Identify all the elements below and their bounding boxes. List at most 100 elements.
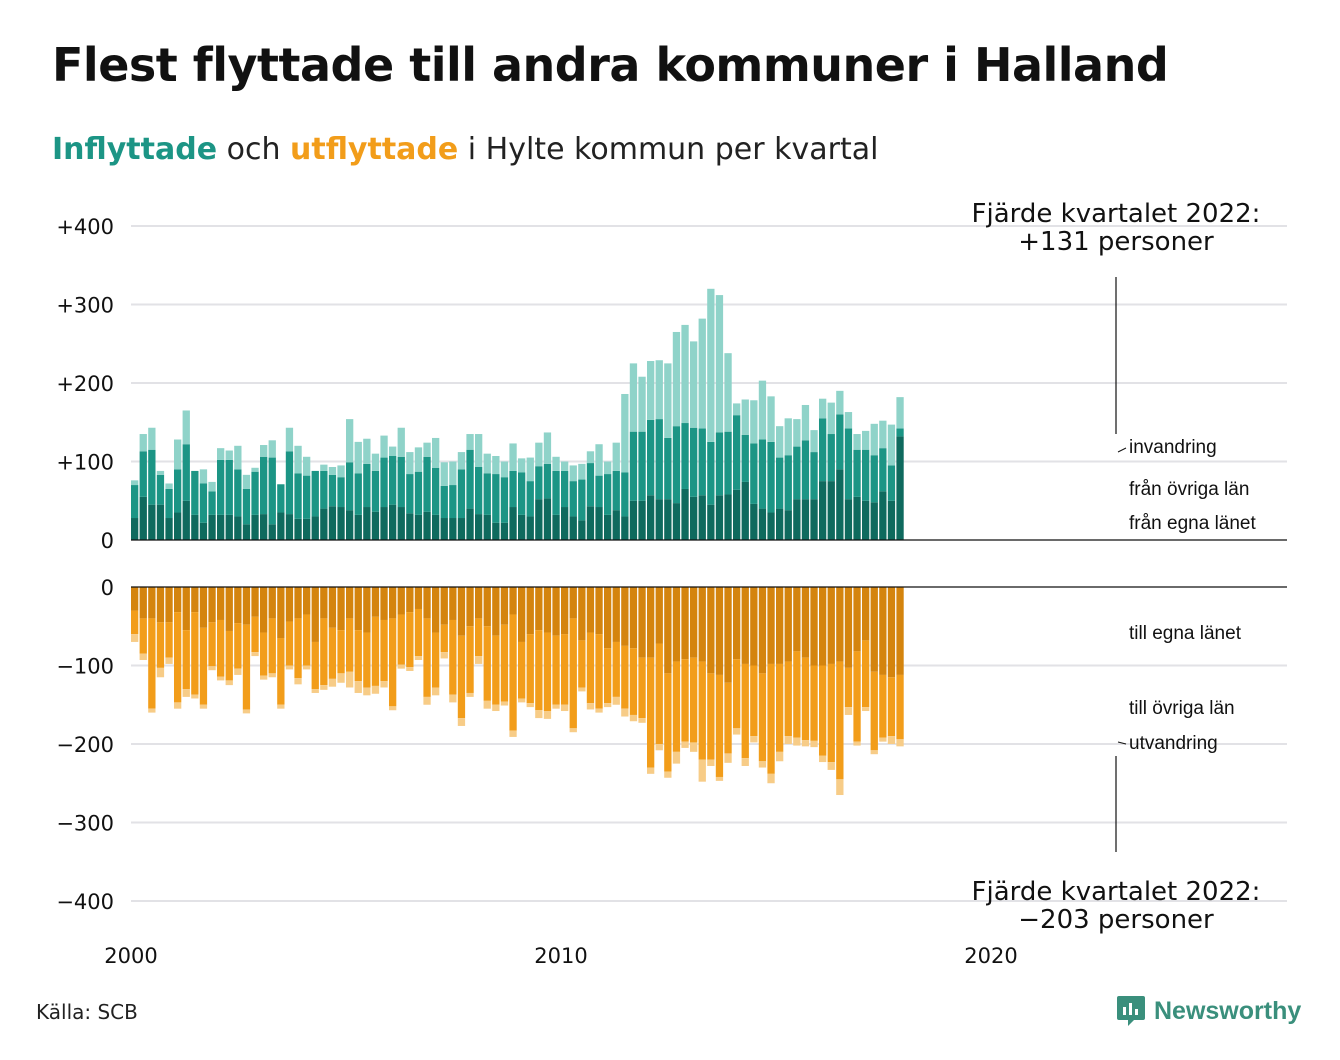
bar-out-0 <box>500 587 509 625</box>
bar-in-1 <box>672 426 681 504</box>
bar-in-1 <box>758 439 767 509</box>
bar-out-2 <box>604 703 612 708</box>
bar-in-1 <box>217 459 225 515</box>
bar-out-1 <box>733 659 741 729</box>
bar-in-2 <box>475 434 483 467</box>
bar-in-2 <box>208 481 216 492</box>
bar-in-2 <box>389 446 397 457</box>
annotation-bottom-line1: Fjärde kvartalet 2022: <box>972 877 1261 907</box>
bar-in-0 <box>707 504 715 540</box>
bar-out-2 <box>156 667 165 678</box>
bar-out-2 <box>853 741 861 746</box>
bar-in-0 <box>260 514 268 540</box>
bar-in-2 <box>139 434 147 452</box>
bar-out-2 <box>776 751 784 762</box>
bar-out-0 <box>509 587 517 615</box>
bar-in-0 <box>346 510 354 540</box>
bar-out-1 <box>500 624 509 702</box>
bar-out-2 <box>406 667 414 671</box>
bar-out-2 <box>535 710 543 719</box>
bar-out-1 <box>242 624 251 710</box>
bar-in-1 <box>810 452 818 500</box>
bar-in-2 <box>380 435 388 458</box>
subtitle-inflyttade: Inflyttade <box>52 132 218 167</box>
bar-out-2 <box>432 687 440 696</box>
bar-in-2 <box>148 427 156 450</box>
bar-out-2 <box>526 703 534 708</box>
bar-out-1 <box>225 630 233 681</box>
bar-in-0 <box>887 500 896 540</box>
bar-out-2 <box>578 687 586 692</box>
bars-layer <box>131 288 904 796</box>
bar-in-1 <box>543 463 552 499</box>
bar-out-0 <box>629 587 638 649</box>
bar-in-0 <box>449 518 457 540</box>
bar-out-2 <box>793 737 801 746</box>
bar-out-2 <box>423 696 431 705</box>
bar-out-1 <box>526 634 534 704</box>
bar-in-2 <box>518 458 526 473</box>
bar-out-2 <box>208 666 216 671</box>
bar-out-1 <box>724 682 732 754</box>
bar-out-0 <box>767 587 775 664</box>
bar-out-2 <box>810 740 818 748</box>
bar-in-0 <box>621 516 629 540</box>
bar-in-1 <box>268 457 276 525</box>
bar-out-0 <box>870 587 878 672</box>
bar-in-0 <box>793 499 801 540</box>
bar-out-0 <box>526 587 534 635</box>
bar-in-2 <box>346 419 354 463</box>
bar-out-1 <box>320 618 328 686</box>
bar-out-1 <box>672 661 681 752</box>
bar-out-2 <box>483 700 491 709</box>
bar-in-2 <box>569 465 577 482</box>
bar-in-2 <box>853 434 861 450</box>
bar-in-1 <box>208 491 216 515</box>
bar-in-1 <box>139 451 147 497</box>
bar-in-1 <box>311 470 319 517</box>
bar-out-0 <box>328 587 337 628</box>
bar-out-1 <box>578 640 586 688</box>
bar-in-2 <box>758 380 767 440</box>
bar-in-2 <box>698 318 706 429</box>
bar-out-2 <box>681 741 689 748</box>
bar-in-2 <box>406 452 414 475</box>
bar-in-2 <box>457 452 466 470</box>
bar-in-0 <box>251 514 259 540</box>
bar-in-0 <box>724 494 732 540</box>
bar-in-2 <box>776 426 784 458</box>
bar-out-1 <box>569 618 577 729</box>
bar-in-1 <box>664 437 672 500</box>
bar-out-2 <box>552 704 560 709</box>
bar-in-2 <box>844 412 853 429</box>
bar-out-1 <box>354 630 362 682</box>
bar-out-0 <box>698 587 706 662</box>
bar-in-0 <box>664 499 672 540</box>
newsworthy-logo[interactable]: Newsworthy <box>1116 994 1301 1028</box>
bar-in-2 <box>285 427 294 452</box>
bar-in-1 <box>647 419 655 496</box>
bar-out-2 <box>354 681 362 693</box>
bar-out-1 <box>793 651 801 738</box>
bar-in-2 <box>371 453 380 471</box>
bar-in-1 <box>234 469 242 517</box>
bar-out-2 <box>767 773 775 784</box>
x-tick: 2000 <box>104 944 157 968</box>
bar-in-1 <box>896 428 904 437</box>
bar-out-0 <box>131 587 139 611</box>
bar-out-0 <box>612 587 620 642</box>
bar-in-0 <box>836 469 844 540</box>
bar-in-2 <box>294 445 302 474</box>
bar-out-1 <box>561 634 569 705</box>
bar-in-0 <box>165 518 173 540</box>
bar-in-2 <box>182 410 190 445</box>
bar-in-2 <box>681 324 689 424</box>
bar-in-1 <box>569 481 577 517</box>
x-tick: 2010 <box>534 944 587 968</box>
bar-in-2 <box>303 456 311 476</box>
bar-in-1 <box>862 449 870 501</box>
bar-out-0 <box>174 587 182 613</box>
bar-out-1 <box>156 622 165 668</box>
bar-out-0 <box>346 587 354 619</box>
bar-in-2 <box>621 393 629 473</box>
